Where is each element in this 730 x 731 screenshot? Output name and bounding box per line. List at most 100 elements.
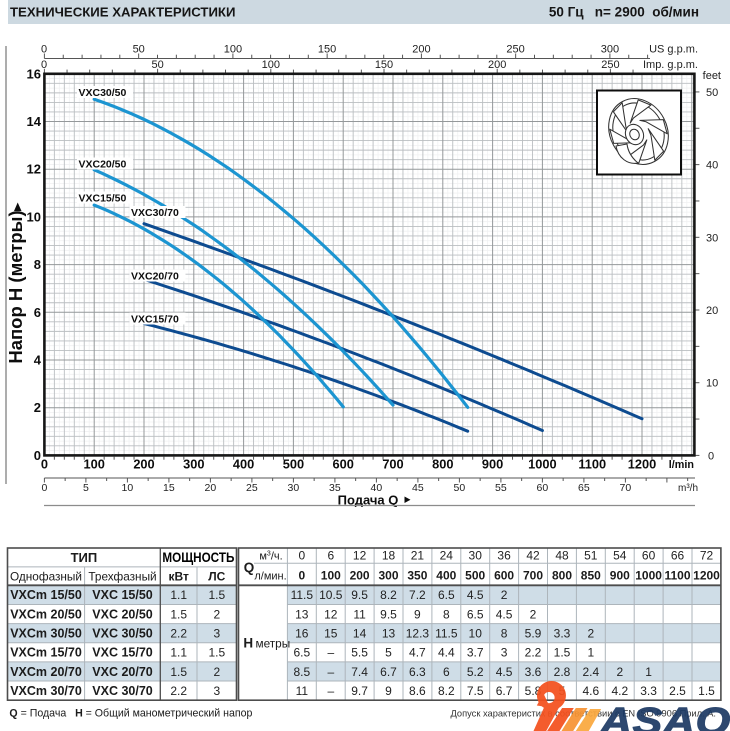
svg-text:12: 12 [353, 549, 367, 563]
svg-text:VXCm 15/70: VXCm 15/70 [10, 646, 82, 660]
svg-text:2.4: 2.4 [582, 665, 599, 679]
svg-text:4.5: 4.5 [496, 607, 513, 621]
svg-text:–: – [327, 665, 334, 679]
svg-text:VXC30/70: VXC30/70 [131, 207, 179, 219]
svg-text:400: 400 [233, 457, 254, 472]
svg-text:0: 0 [41, 59, 47, 71]
svg-text:0: 0 [298, 569, 305, 583]
svg-text:2.8: 2.8 [554, 665, 571, 679]
svg-text:0: 0 [41, 482, 47, 494]
svg-text:2.5: 2.5 [669, 684, 686, 698]
svg-text:600: 600 [333, 457, 354, 472]
svg-text:14: 14 [27, 114, 42, 129]
svg-text:1.5: 1.5 [208, 646, 225, 660]
svg-text:20: 20 [205, 482, 217, 494]
svg-text:1100: 1100 [664, 569, 690, 583]
svg-text:6: 6 [34, 305, 41, 320]
svg-text:2: 2 [34, 400, 41, 415]
svg-text:VXCm 15/50: VXCm 15/50 [10, 588, 82, 602]
svg-text:3: 3 [501, 646, 508, 660]
svg-text:6.7: 6.7 [380, 665, 397, 679]
svg-text:50: 50 [151, 59, 163, 71]
svg-text:1.5: 1.5 [698, 684, 715, 698]
svg-text:200: 200 [350, 569, 370, 583]
svg-text:600: 600 [494, 569, 514, 583]
svg-text:VXC 15/70: VXC 15/70 [92, 646, 153, 660]
svg-text:3.3: 3.3 [640, 684, 657, 698]
svg-text:30: 30 [469, 549, 483, 563]
svg-text:ASAO: ASAO [599, 700, 730, 731]
svg-text:400: 400 [436, 569, 456, 583]
svg-text:9: 9 [385, 684, 392, 698]
svg-text:150: 150 [318, 44, 336, 56]
svg-text:8: 8 [443, 607, 450, 621]
svg-text:1.5: 1.5 [170, 665, 187, 679]
svg-text:54: 54 [613, 549, 627, 563]
svg-text:VXC20/50: VXC20/50 [79, 159, 127, 171]
svg-text:250: 250 [506, 44, 524, 56]
svg-text:VXC 20/50: VXC 20/50 [92, 607, 153, 621]
svg-text:10: 10 [27, 209, 41, 224]
svg-text:0: 0 [298, 549, 305, 563]
svg-text:кВт: кВт [169, 570, 190, 584]
svg-text:6.3: 6.3 [409, 665, 426, 679]
svg-text:4.4: 4.4 [438, 646, 455, 660]
svg-text:300: 300 [183, 457, 204, 472]
svg-text:50: 50 [133, 44, 145, 56]
svg-text:20: 20 [706, 305, 718, 317]
svg-text:м3/ч.: м3/ч. [259, 551, 282, 563]
svg-text:4.6: 4.6 [582, 684, 599, 698]
svg-text:4.2: 4.2 [611, 684, 628, 698]
svg-text:40: 40 [371, 482, 383, 494]
svg-text:45: 45 [412, 482, 424, 494]
svg-text:100: 100 [321, 569, 341, 583]
svg-text:метры: метры [256, 637, 291, 651]
svg-text:1.1: 1.1 [170, 646, 187, 660]
svg-text:30: 30 [288, 482, 300, 494]
svg-text:850: 850 [581, 569, 601, 583]
svg-text:800: 800 [552, 569, 572, 583]
svg-text:300: 300 [601, 44, 619, 56]
svg-text:35: 35 [329, 482, 341, 494]
svg-text:6: 6 [327, 549, 334, 563]
svg-text:500: 500 [465, 569, 485, 583]
svg-text:VXC 30/70: VXC 30/70 [92, 684, 153, 698]
svg-text:VXC20/70: VXC20/70 [131, 271, 179, 283]
svg-text:4.5: 4.5 [467, 588, 484, 602]
svg-text:800: 800 [432, 457, 453, 472]
svg-text:12: 12 [324, 607, 338, 621]
svg-text:0: 0 [708, 450, 714, 462]
svg-text:200: 200 [133, 457, 154, 472]
svg-text:1000: 1000 [635, 569, 662, 583]
svg-text:1000: 1000 [528, 457, 556, 472]
svg-text:900: 900 [610, 569, 630, 583]
svg-text:0: 0 [41, 44, 47, 56]
svg-text:30: 30 [706, 232, 718, 244]
svg-text:2: 2 [616, 665, 623, 679]
svg-text:1100: 1100 [578, 457, 606, 472]
svg-text:16: 16 [295, 627, 309, 641]
svg-text:1.5: 1.5 [170, 607, 187, 621]
svg-text:10: 10 [122, 482, 134, 494]
svg-text:6.5: 6.5 [438, 588, 455, 602]
svg-text:3.3: 3.3 [554, 627, 571, 641]
svg-text:700: 700 [523, 569, 543, 583]
svg-text:1200: 1200 [628, 457, 656, 472]
svg-text:Q: Q [244, 560, 255, 575]
svg-text:60: 60 [642, 549, 656, 563]
svg-text:150: 150 [375, 59, 393, 71]
svg-text:70: 70 [620, 482, 632, 494]
svg-text:350: 350 [407, 569, 427, 583]
svg-text:l/min: l/min [669, 459, 694, 471]
svg-text:Однофазный: Однофазный [10, 570, 82, 584]
svg-text:9.5: 9.5 [351, 588, 368, 602]
svg-text:3.6: 3.6 [525, 665, 542, 679]
svg-text:4: 4 [34, 353, 42, 368]
svg-text:ТИП: ТИП [71, 550, 98, 565]
svg-text:л/мин.: л/мин. [254, 571, 286, 583]
svg-text:5.9: 5.9 [525, 627, 542, 641]
svg-text:24: 24 [440, 549, 454, 563]
svg-text:VXC 30/50: VXC 30/50 [92, 627, 153, 641]
svg-text:8.2: 8.2 [380, 588, 397, 602]
svg-text:700: 700 [382, 457, 403, 472]
